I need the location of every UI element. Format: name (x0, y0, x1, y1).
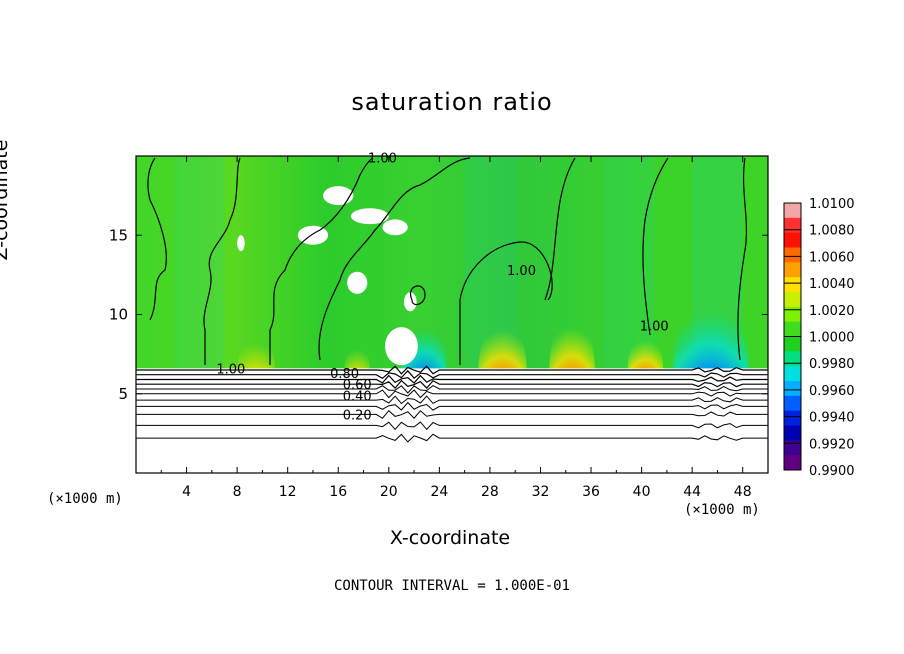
ground-region (136, 368, 768, 473)
chart-title: saturation ratio (351, 88, 553, 116)
colorbar-label: 1.0000 (809, 331, 855, 346)
colorbar-label: 1.0060 (809, 250, 855, 265)
colorbar-label: 0.9940 (809, 411, 855, 426)
contour-line (318, 157, 471, 361)
x-tick-label: 32 (532, 484, 550, 500)
contour-label: 0.40 (343, 389, 372, 404)
contour-line (135, 433, 768, 443)
colorbar: 1.0100 1.0080 1.0060 1.0040 1.0020 1.0000 0.99… (783, 197, 855, 479)
contour-line (269, 157, 373, 365)
y-tick-label: 5 (118, 385, 128, 403)
field-background (136, 156, 768, 369)
contour-line (135, 369, 768, 380)
colorbar-swatch (784, 395, 801, 412)
contour-label: 0.80 (330, 367, 359, 382)
colorbar-swatch (784, 203, 801, 219)
colorbar-label: 0.9900 (809, 464, 855, 479)
contour-line (135, 374, 768, 384)
colorbar-swatch (784, 306, 801, 323)
contour-label: 0.20 (343, 408, 372, 423)
field-streak (603, 156, 655, 369)
contour-line (642, 157, 669, 336)
colorbar-swatch (784, 292, 801, 308)
contour-label: 1.00 (640, 320, 669, 335)
contour-line (203, 157, 241, 365)
x-tick-label: 28 (481, 484, 499, 500)
x-unit-label-right: (×1000 m) (684, 502, 760, 518)
x-tick-label: 24 (430, 484, 448, 500)
contour-line (135, 401, 768, 411)
cloud-patch (237, 235, 245, 252)
x-tick-label: 12 (279, 484, 297, 500)
x-tick-label: 44 (683, 484, 701, 500)
colorbar-label: 1.0100 (809, 197, 855, 212)
colorbar-label: 0.9960 (809, 384, 855, 399)
cloud-patch (385, 327, 418, 366)
contour-line (459, 241, 553, 365)
contour-label: 0.60 (343, 378, 372, 393)
cloud-patch (403, 292, 417, 312)
y-tick-label: 15 (109, 226, 128, 244)
cloud-patch (347, 271, 368, 294)
field-streak (173, 156, 225, 369)
x-unit-label-left: (×1000 m) (47, 491, 123, 507)
x-tick-label: 40 (633, 484, 651, 500)
y-tick-label: 10 (109, 306, 128, 324)
colorbar-swatch (784, 262, 801, 278)
cloud-patch (323, 186, 354, 206)
colorbar-label: 1.0080 (809, 224, 855, 239)
x-tick-label: 16 (329, 484, 347, 500)
contour-interval-note: CONTOUR INTERVAL = 1.000E-01 (333, 578, 570, 594)
contour-line (135, 395, 768, 405)
colorbar-label: 0.9980 (809, 357, 855, 372)
contour-line (135, 421, 768, 431)
contour-line (135, 389, 768, 399)
contour-line (544, 157, 576, 301)
cloud-patch (382, 219, 408, 236)
contour-label: 1.00 (507, 264, 536, 279)
colorbar-swatch (784, 351, 801, 367)
colorbar-swatch (784, 232, 801, 248)
colorbar-label: 1.0040 (809, 277, 855, 292)
contour-label: 1.00 (216, 362, 245, 377)
colorbar-swatch (784, 440, 801, 456)
x-tick-label: 8 (233, 484, 242, 500)
colorbar-swatch (784, 321, 801, 337)
x-axis-label: X-coordinate (389, 527, 511, 549)
contour-label: 1.00 (368, 152, 397, 167)
cloud-patch (350, 208, 389, 225)
x-tick-label: 36 (582, 484, 600, 500)
contour-line (135, 385, 768, 394)
contour-line (135, 365, 768, 375)
colorbar-swatch (784, 277, 801, 293)
colorbar-swatch (784, 410, 801, 426)
colorbar-swatch (784, 217, 801, 234)
colorbar-label: 1.0020 (809, 304, 855, 319)
colorbar-swatch (784, 425, 801, 441)
x-tick-label: 20 (380, 484, 398, 500)
colorbar-swatch (784, 366, 801, 382)
contour-line (147, 157, 167, 321)
colorbar-swatch (784, 455, 801, 471)
contour-line (135, 379, 768, 389)
plot-area: 4 8 12 16 20 24 28 32 36 40 44 48510151.001.001.001… (109, 152, 769, 500)
colorbar-swatch (784, 336, 801, 352)
colorbar-swatch (784, 381, 801, 397)
x-tick-label: 4 (182, 484, 191, 500)
colorbar-label: 0.9920 (809, 437, 855, 452)
contour-line (135, 409, 768, 419)
contour-line (409, 285, 426, 306)
contour-line (737, 157, 748, 361)
x-tick-label: 48 (734, 484, 752, 500)
colorbar-swatch (784, 247, 801, 263)
